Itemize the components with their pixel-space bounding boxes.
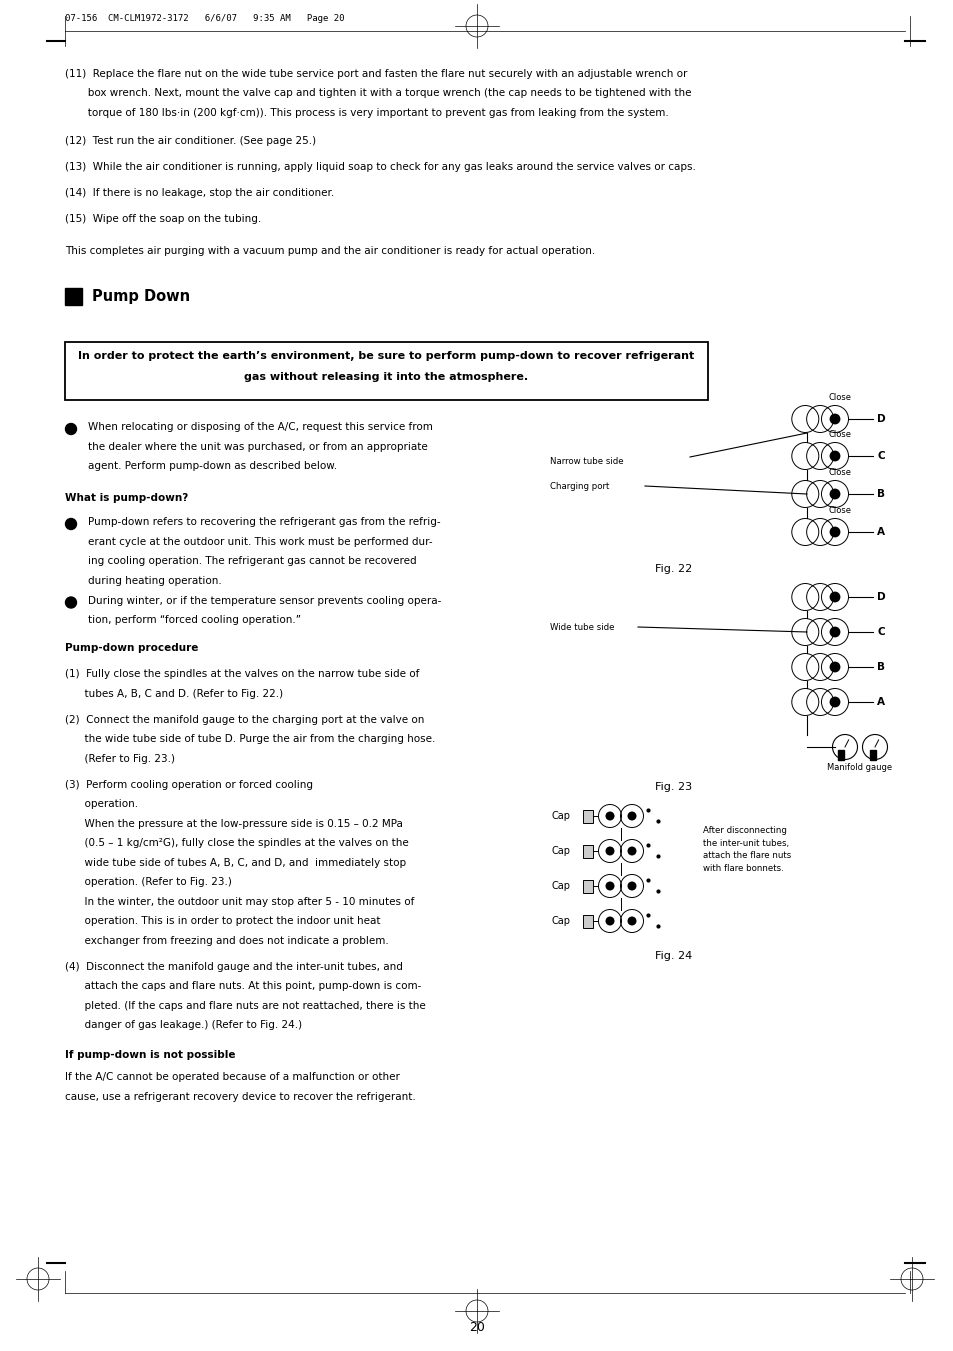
Circle shape	[829, 489, 839, 499]
Text: the dealer where the unit was purchased, or from an appropriate: the dealer where the unit was purchased,…	[88, 442, 427, 451]
Text: What is pump-down?: What is pump-down?	[65, 493, 188, 503]
Circle shape	[605, 916, 614, 925]
Circle shape	[605, 812, 614, 820]
Text: gas without releasing it into the atmosphere.: gas without releasing it into the atmosp…	[244, 372, 528, 382]
Bar	[869, 750, 875, 761]
Circle shape	[829, 415, 839, 424]
Text: 07-156  CM-CLM1972-3172   6/6/07   9:35 AM   Page 20: 07-156 CM-CLM1972-3172 6/6/07 9:35 AM Pa…	[65, 14, 344, 23]
Bar	[582, 880, 593, 893]
Text: Fig. 22: Fig. 22	[655, 563, 692, 574]
Text: D: D	[876, 413, 884, 424]
Circle shape	[829, 451, 839, 461]
Text: operation.: operation.	[65, 798, 138, 809]
Text: 20: 20	[469, 1321, 484, 1333]
Text: Cap: Cap	[551, 811, 569, 821]
Circle shape	[627, 881, 636, 890]
Text: Cap: Cap	[551, 881, 569, 892]
Text: Fig. 23: Fig. 23	[655, 782, 691, 792]
Circle shape	[829, 662, 839, 671]
Text: tubes A, B, C and D. (Refer to Fig. 22.): tubes A, B, C and D. (Refer to Fig. 22.)	[65, 689, 283, 698]
FancyBboxPatch shape	[65, 342, 707, 400]
Circle shape	[605, 847, 614, 855]
Text: agent. Perform pump-down as described below.: agent. Perform pump-down as described be…	[88, 461, 336, 471]
Text: Charging port: Charging port	[550, 481, 609, 490]
Text: (0.5 – 1 kg/cm²G), fully close the spindles at the valves on the: (0.5 – 1 kg/cm²G), fully close the spind…	[65, 838, 408, 848]
Text: operation. This is in order to protect the indoor unit heat: operation. This is in order to protect t…	[65, 916, 380, 925]
Text: A: A	[876, 527, 884, 536]
Circle shape	[66, 597, 76, 608]
Circle shape	[829, 592, 839, 601]
Circle shape	[66, 519, 76, 530]
Text: Close: Close	[827, 393, 851, 403]
Text: (1)  Fully close the spindles at the valves on the narrow tube side of: (1) Fully close the spindles at the valv…	[65, 669, 419, 680]
Text: Wide tube side: Wide tube side	[550, 623, 614, 631]
Text: attach the caps and flare nuts. At this point, pump-down is com-: attach the caps and flare nuts. At this …	[65, 981, 421, 992]
Text: B: B	[876, 489, 884, 499]
Bar	[837, 750, 843, 761]
Bar	[582, 915, 593, 928]
Text: Narrow tube side: Narrow tube side	[550, 457, 623, 466]
Circle shape	[66, 423, 76, 435]
Text: Close: Close	[827, 507, 851, 515]
Text: wide tube side of tubes A, B, C, and D, and  immediately stop: wide tube side of tubes A, B, C, and D, …	[65, 858, 406, 867]
Text: (15)  Wipe off the soap on the tubing.: (15) Wipe off the soap on the tubing.	[65, 213, 261, 224]
Circle shape	[627, 812, 636, 820]
Text: (3)  Perform cooling operation or forced cooling: (3) Perform cooling operation or forced …	[65, 780, 313, 789]
Text: pleted. (If the caps and flare nuts are not reattached, there is the: pleted. (If the caps and flare nuts are …	[65, 1001, 425, 1011]
Text: operation. (Refer to Fig. 23.): operation. (Refer to Fig. 23.)	[65, 877, 232, 888]
Text: Pump-down refers to recovering the refrigerant gas from the refrig-: Pump-down refers to recovering the refri…	[88, 517, 440, 527]
Text: If pump-down is not possible: If pump-down is not possible	[65, 1050, 235, 1061]
Text: This completes air purging with a vacuum pump and the air conditioner is ready f: This completes air purging with a vacuum…	[65, 246, 595, 255]
Text: (11)  Replace the flare nut on the wide tube service port and fasten the flare n: (11) Replace the flare nut on the wide t…	[65, 69, 687, 78]
Text: C: C	[876, 451, 883, 461]
Text: the wide tube side of tube D. Purge the air from the charging hose.: the wide tube side of tube D. Purge the …	[65, 734, 435, 744]
Text: During winter, or if the temperature sensor prevents cooling opera-: During winter, or if the temperature sen…	[88, 596, 441, 605]
Text: torque of 180 lbs·in (200 kgf·cm)). This process is very important to prevent ga: torque of 180 lbs·in (200 kgf·cm)). This…	[65, 108, 668, 118]
Text: ing cooling operation. The refrigerant gas cannot be recovered: ing cooling operation. The refrigerant g…	[88, 557, 416, 566]
Text: In order to protect the earth’s environment, be sure to perform pump-down to rec: In order to protect the earth’s environm…	[78, 351, 694, 361]
Text: (Refer to Fig. 23.): (Refer to Fig. 23.)	[65, 754, 174, 763]
Text: box wrench. Next, mount the valve cap and tighten it with a torque wrench (the c: box wrench. Next, mount the valve cap an…	[65, 89, 691, 99]
Text: exchanger from freezing and does not indicate a problem.: exchanger from freezing and does not ind…	[65, 935, 388, 946]
Text: Pump Down: Pump Down	[91, 289, 190, 304]
Text: Close: Close	[827, 430, 851, 439]
Circle shape	[627, 916, 636, 925]
Text: danger of gas leakage.) (Refer to Fig. 24.): danger of gas leakage.) (Refer to Fig. 2…	[65, 1020, 302, 1029]
Text: When the pressure at the low-pressure side is 0.15 – 0.2 MPa: When the pressure at the low-pressure si…	[65, 819, 402, 828]
Text: In the winter, the outdoor unit may stop after 5 - 10 minutes of: In the winter, the outdoor unit may stop…	[65, 897, 414, 907]
Text: erant cycle at the outdoor unit. This work must be performed dur-: erant cycle at the outdoor unit. This wo…	[88, 536, 432, 547]
Bar	[582, 809, 593, 823]
Text: cause, use a refrigerant recovery device to recover the refrigerant.: cause, use a refrigerant recovery device…	[65, 1092, 416, 1101]
Text: tion, perform “forced cooling operation.”: tion, perform “forced cooling operation.…	[88, 615, 301, 626]
Text: C: C	[876, 627, 883, 638]
Text: A: A	[876, 697, 884, 707]
Text: Cap: Cap	[551, 916, 569, 925]
Text: (13)  While the air conditioner is running, apply liquid soap to check for any g: (13) While the air conditioner is runnin…	[65, 162, 695, 172]
Circle shape	[829, 627, 839, 636]
Bar	[582, 844, 593, 858]
Text: If the A/C cannot be operated because of a malfunction or other: If the A/C cannot be operated because of…	[65, 1071, 399, 1082]
Text: (4)  Disconnect the manifold gauge and the inter-unit tubes, and: (4) Disconnect the manifold gauge and th…	[65, 962, 402, 971]
Text: (12)  Test run the air conditioner. (See page 25.): (12) Test run the air conditioner. (See …	[65, 136, 315, 146]
Text: D: D	[876, 592, 884, 603]
Circle shape	[627, 847, 636, 855]
Circle shape	[829, 527, 839, 536]
Text: After disconnecting
the inter-unit tubes,
attach the flare nuts
with flare bonne: After disconnecting the inter-unit tubes…	[702, 825, 790, 873]
Text: Manifold gauge: Manifold gauge	[826, 763, 892, 771]
Circle shape	[605, 881, 614, 890]
Text: Pump-down procedure: Pump-down procedure	[65, 643, 198, 653]
Text: (14)  If there is no leakage, stop the air conditioner.: (14) If there is no leakage, stop the ai…	[65, 188, 334, 199]
Circle shape	[829, 697, 839, 707]
Text: B: B	[876, 662, 884, 671]
Text: Close: Close	[827, 467, 851, 477]
Text: When relocating or disposing of the A/C, request this service from: When relocating or disposing of the A/C,…	[88, 422, 433, 432]
Bar	[65, 288, 82, 305]
Text: (2)  Connect the manifold gauge to the charging port at the valve on: (2) Connect the manifold gauge to the ch…	[65, 715, 424, 724]
Text: during heating operation.: during heating operation.	[88, 576, 221, 585]
Text: Cap: Cap	[551, 846, 569, 857]
Text: Fig. 24: Fig. 24	[655, 951, 692, 961]
